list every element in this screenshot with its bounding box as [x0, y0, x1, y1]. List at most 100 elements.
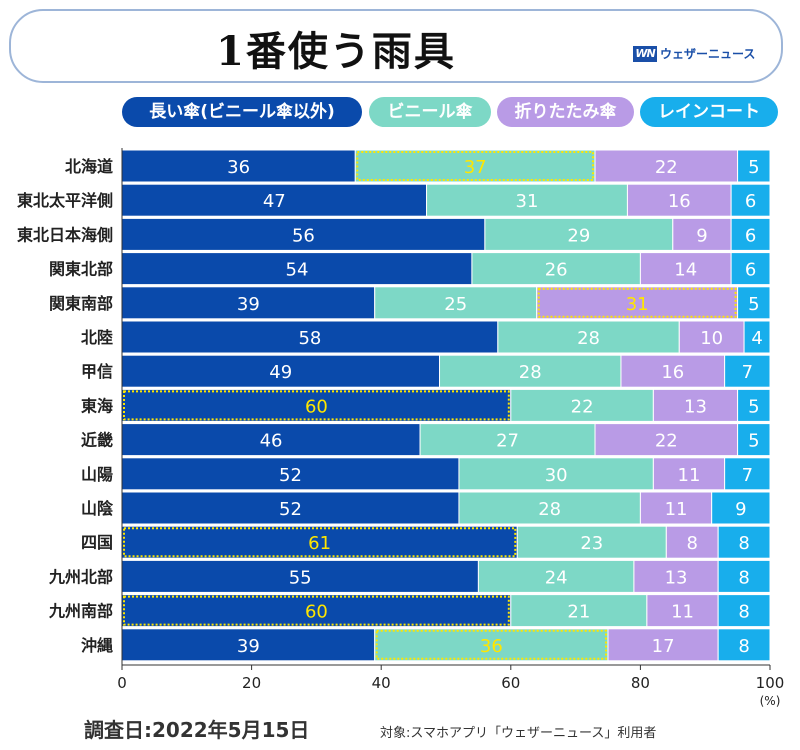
x-tick-label: 20: [242, 674, 261, 692]
legend-folding-umbrella: 折りたたみ傘: [497, 97, 634, 127]
bar-segment: [639, 252, 732, 286]
survey-date: 調査日:2022年5月15日: [84, 718, 310, 742]
bar-segment: [484, 217, 674, 251]
data-label: 22: [655, 431, 678, 452]
category-label: 四国: [81, 533, 113, 552]
data-label: 54: [286, 260, 309, 281]
data-label: 11: [671, 602, 694, 623]
data-label: 17: [652, 636, 675, 657]
bar-segment: [607, 628, 719, 662]
data-label: 22: [571, 396, 594, 417]
data-label: 60: [305, 602, 328, 623]
x-tick-label: 60: [501, 674, 520, 692]
category-label: 九州南部: [48, 602, 113, 621]
data-label: 5: [748, 294, 759, 315]
bar-segment: [121, 594, 512, 628]
data-label: 39: [237, 636, 260, 657]
logo-mark: WN: [633, 45, 657, 62]
category-label: 山陰: [81, 499, 114, 518]
bar-segment: [717, 628, 771, 662]
data-label: 6: [745, 225, 756, 246]
data-label: 5: [748, 157, 759, 178]
bar-segment: [374, 628, 609, 662]
bar-segment: [121, 388, 512, 422]
bar-segment: [121, 286, 376, 320]
bar-segment: [730, 217, 771, 251]
bar-segment: [419, 423, 596, 457]
data-label: 8: [738, 602, 749, 623]
x-tick-label: 80: [631, 674, 650, 692]
data-label: 39: [237, 294, 260, 315]
bar-segment: [594, 149, 739, 183]
data-label: 11: [678, 465, 701, 486]
data-label: 5: [748, 431, 759, 452]
data-label: 7: [742, 362, 753, 383]
data-label: 31: [626, 294, 649, 315]
category-label: 関東北部: [49, 260, 113, 279]
data-label: 36: [227, 157, 250, 178]
bar-segment: [439, 354, 622, 388]
data-label: 13: [684, 396, 707, 417]
data-label: 28: [519, 362, 542, 383]
bar-segment: [594, 423, 739, 457]
data-label: 30: [545, 465, 568, 486]
data-label: 37: [464, 157, 487, 178]
bar-segment: [510, 594, 648, 628]
data-label: 28: [538, 499, 561, 520]
bar-segment: [121, 491, 460, 525]
data-label: 58: [298, 328, 321, 349]
data-label: 26: [545, 260, 568, 281]
data-label: 9: [696, 225, 707, 246]
bar-segment: [724, 457, 771, 491]
highlight-outline: [123, 527, 517, 558]
data-label: 36: [480, 636, 503, 657]
bar-segment: [121, 423, 421, 457]
bar-segment: [717, 559, 771, 593]
data-label: 6: [745, 260, 756, 281]
data-label: 14: [674, 260, 697, 281]
bar-segment: [737, 388, 771, 422]
data-label: 8: [687, 533, 698, 554]
data-label: 22: [655, 157, 678, 178]
data-label: 60: [305, 396, 328, 417]
data-label: 55: [289, 567, 312, 588]
bar-segment: [121, 354, 441, 388]
data-label: 46: [260, 431, 283, 452]
title-banner: 1番使う雨具 WN ウェザーニュース: [9, 9, 783, 83]
bar-segment: [536, 286, 739, 320]
category-label: 沖縄: [81, 636, 113, 655]
data-label: 52: [279, 499, 302, 520]
bar-segment: [711, 491, 771, 525]
data-label: 23: [580, 533, 603, 554]
data-label: 27: [496, 431, 519, 452]
bar-segment: [510, 388, 654, 422]
legend-vinyl-umbrella: ビニール傘: [369, 97, 491, 127]
data-label: 8: [738, 567, 749, 588]
data-label: 10: [700, 328, 723, 349]
highlight-outline: [375, 629, 607, 660]
data-label: 8: [738, 533, 749, 554]
bar-segment: [665, 525, 719, 559]
data-label: 47: [263, 191, 286, 212]
data-label: 52: [279, 465, 302, 486]
bar-segment: [516, 525, 667, 559]
data-label: 25: [444, 294, 467, 315]
bar-segment: [646, 594, 719, 628]
category-label: 近畿: [81, 431, 113, 450]
bar-segment: [678, 320, 745, 354]
highlight-outline: [123, 595, 510, 626]
category-label: 東海: [81, 396, 113, 415]
bar-segment: [717, 594, 771, 628]
bar-segment: [652, 388, 739, 422]
data-label: 11: [665, 499, 688, 520]
bar-segment: [626, 183, 732, 217]
data-label: 61: [308, 533, 331, 554]
category-label: 東北日本海側: [17, 225, 113, 244]
bar-segment: [717, 525, 771, 559]
data-label: 16: [661, 362, 684, 383]
data-label: 31: [516, 191, 539, 212]
page-title: 1番使う雨具: [216, 28, 456, 75]
data-label: 28: [577, 328, 600, 349]
bar-segment: [477, 559, 635, 593]
